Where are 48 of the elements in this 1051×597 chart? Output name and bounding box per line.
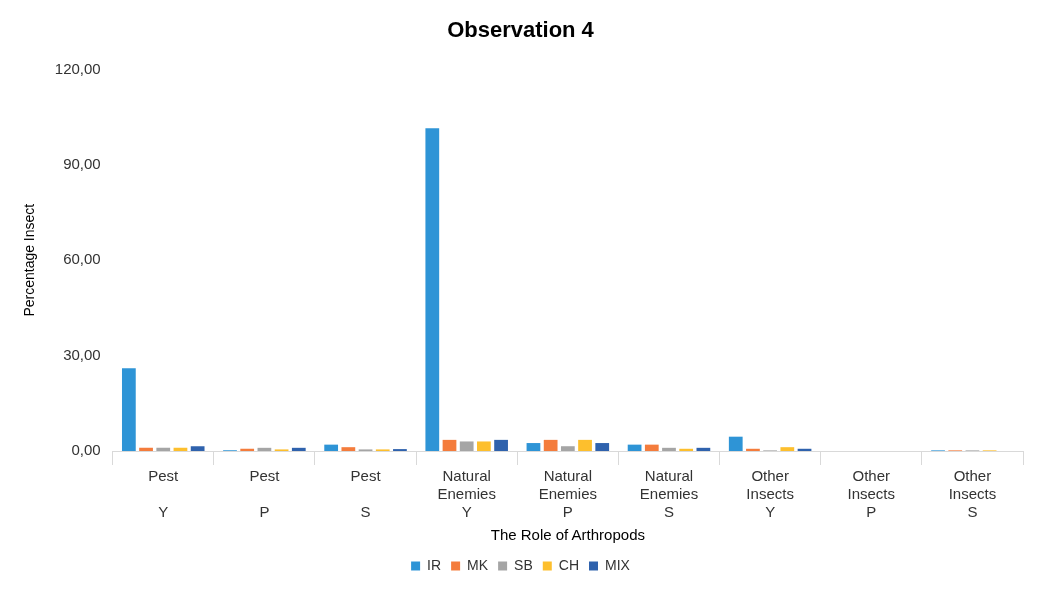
y-tick-label: 120,00 bbox=[54, 59, 101, 77]
bar bbox=[560, 446, 575, 451]
bar bbox=[324, 444, 339, 451]
category-label: Pest Y bbox=[148, 467, 179, 521]
bar bbox=[780, 447, 795, 451]
bar bbox=[341, 447, 356, 451]
y-axis-title: Percentage Insect bbox=[21, 203, 38, 317]
bar bbox=[425, 128, 440, 451]
y-tick-label: 90,00 bbox=[63, 154, 101, 172]
y-tick-label: 60,00 bbox=[63, 250, 101, 268]
x-tick-label: Natural Enemies Y bbox=[437, 467, 496, 521]
legend-label: CH bbox=[558, 556, 580, 573]
bar bbox=[662, 447, 676, 451]
bar bbox=[644, 444, 659, 451]
bar bbox=[459, 441, 474, 451]
bar bbox=[477, 441, 491, 451]
bar bbox=[595, 443, 610, 451]
legend-label: SB bbox=[514, 556, 533, 573]
bar bbox=[728, 436, 743, 451]
bar bbox=[578, 439, 592, 451]
legend-label: MIX bbox=[605, 556, 631, 573]
bar bbox=[442, 439, 457, 451]
x-tick-label: Natural Enemies S bbox=[639, 467, 699, 521]
x-axis-title: The Role of Arthropods bbox=[490, 526, 645, 544]
bar bbox=[543, 439, 558, 451]
x-tick-label: Other Insects Y bbox=[746, 467, 794, 521]
category-label: Pest S bbox=[350, 467, 381, 521]
legend-label: MK bbox=[467, 556, 489, 573]
x-tick-label: Natural Enemies P bbox=[538, 467, 598, 521]
chart-title: Observation 4 bbox=[447, 17, 595, 43]
bar bbox=[121, 368, 136, 451]
bar bbox=[746, 448, 760, 451]
bar bbox=[627, 444, 642, 451]
x-tick-label: Other Insects S bbox=[948, 467, 997, 521]
bar bbox=[526, 443, 541, 451]
category-label: Pest P bbox=[249, 467, 280, 521]
bar bbox=[494, 439, 508, 451]
bar bbox=[291, 447, 306, 451]
legend-label: IR bbox=[427, 556, 442, 573]
bar bbox=[696, 447, 711, 451]
bar bbox=[156, 447, 171, 451]
bar bbox=[139, 447, 153, 451]
bar bbox=[190, 446, 205, 451]
y-tick-label: 0,00 bbox=[71, 441, 101, 459]
y-tick-label: 30,00 bbox=[63, 345, 101, 363]
bar bbox=[679, 448, 694, 451]
bar bbox=[240, 448, 255, 451]
x-tick-label: Other Insects P bbox=[847, 467, 896, 521]
